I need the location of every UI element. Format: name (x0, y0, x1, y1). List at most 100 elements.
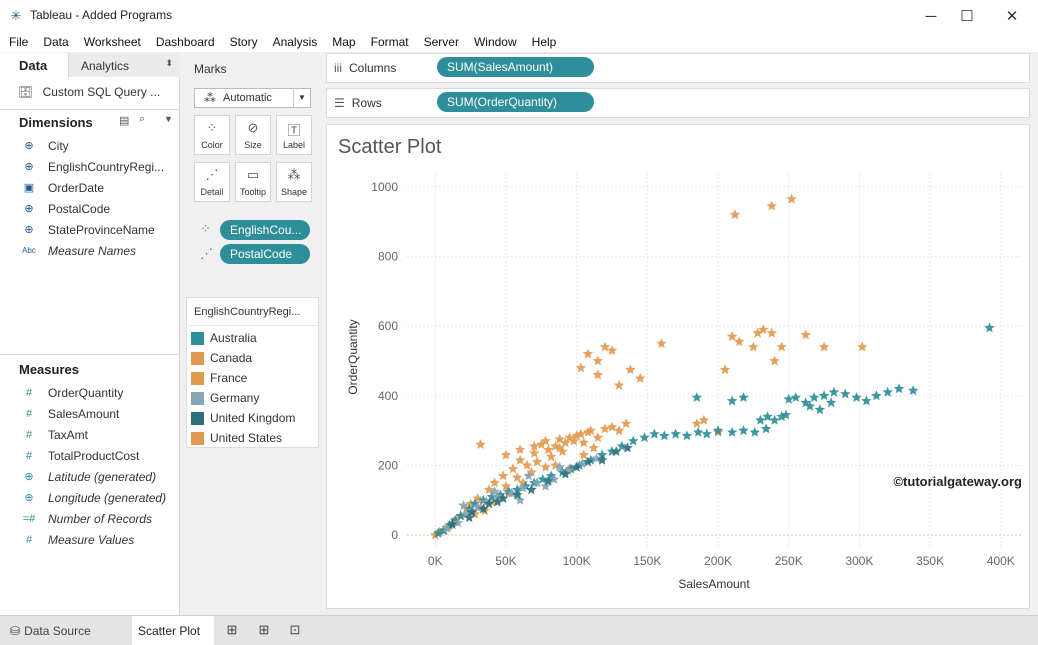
columns-pill[interactable]: SUM(SalesAmount) (437, 57, 594, 77)
data-point[interactable] (762, 411, 773, 422)
dimension-field[interactable]: ⊕ StateProvinceName (0, 219, 180, 240)
measure-field[interactable]: # OrderQuantity (0, 382, 180, 403)
data-point[interactable] (592, 432, 604, 442)
dimension-field[interactable]: ▣ OrderDate (0, 177, 180, 198)
data-point[interactable] (529, 440, 540, 451)
tooltip-button[interactable]: ▭ Tooltip (235, 162, 271, 202)
data-point[interactable] (639, 432, 650, 442)
data-point[interactable] (523, 470, 534, 481)
data-point[interactable] (734, 336, 745, 347)
data-point[interactable] (430, 529, 441, 540)
data-point[interactable] (818, 390, 830, 401)
data-point[interactable] (701, 428, 713, 439)
tab-menu-icon[interactable]: ⬍ (165, 58, 173, 68)
data-point[interactable] (698, 414, 710, 425)
data-point[interactable] (438, 525, 450, 536)
data-point[interactable] (776, 411, 787, 422)
tab-data-source[interactable]: ⛁ Data Source (0, 616, 128, 645)
data-point[interactable] (800, 329, 811, 340)
data-point[interactable] (613, 425, 625, 436)
data-point[interactable] (808, 392, 820, 402)
measure-field[interactable]: # Measure Values (0, 529, 180, 550)
data-point[interactable] (776, 341, 787, 352)
data-point[interactable] (540, 461, 551, 472)
menu-dashboard[interactable]: Dashboard (155, 35, 215, 49)
data-point[interactable] (571, 461, 582, 472)
menu-map[interactable]: Map (332, 35, 356, 49)
menu-file[interactable]: File (9, 35, 29, 49)
menu-data[interactable]: Data (43, 35, 69, 49)
data-point[interactable] (726, 331, 738, 342)
dimension-field[interactable]: ⊕ PostalCode (0, 198, 180, 219)
menu-window[interactable]: Window (473, 35, 517, 49)
data-point[interactable] (575, 428, 587, 439)
data-point[interactable] (851, 392, 862, 402)
close-button[interactable]: ✕ (1005, 8, 1019, 25)
data-point[interactable] (726, 395, 738, 406)
data-point[interactable] (804, 400, 816, 411)
data-point[interactable] (738, 425, 749, 436)
data-point[interactable] (464, 512, 475, 523)
new-story-icon[interactable]: ⊡ (289, 622, 301, 637)
data-point[interactable] (554, 433, 565, 444)
measure-field[interactable]: # TaxAmt (0, 424, 180, 445)
data-point[interactable] (659, 430, 670, 441)
measure-field[interactable]: ⊕ Longitude (generated) (0, 487, 180, 508)
data-point[interactable] (752, 327, 763, 338)
data-point[interactable] (622, 442, 633, 453)
maximize-button[interactable]: ☐ (960, 8, 974, 25)
data-point[interactable] (592, 369, 604, 380)
data-point[interactable] (571, 430, 582, 441)
data-point[interactable] (755, 414, 766, 425)
data-point[interactable] (800, 397, 811, 408)
data-point[interactable] (578, 437, 590, 448)
data-point[interactable] (766, 327, 778, 338)
data-point[interactable] (656, 338, 667, 348)
data-point[interactable] (719, 364, 731, 375)
data-point[interactable] (592, 355, 604, 366)
measure-field[interactable]: =# Number of Records (0, 508, 180, 529)
data-point[interactable] (514, 454, 526, 465)
size-button[interactable]: ⊘ Size (235, 115, 271, 155)
rows-pill[interactable]: SUM(OrderQuantity) (437, 92, 594, 112)
data-point[interactable] (857, 341, 868, 352)
data-point[interactable] (635, 372, 646, 383)
data-point[interactable] (432, 527, 444, 538)
color-pill[interactable]: EnglishCou... (220, 220, 310, 240)
shape-button[interactable]: ⁂ Shape (276, 162, 312, 202)
data-point[interactable] (560, 468, 571, 479)
data-point[interactable] (681, 430, 693, 441)
data-point[interactable] (568, 435, 580, 446)
data-point[interactable] (475, 439, 486, 449)
data-point[interactable] (783, 393, 795, 404)
legend-item[interactable]: Canada (187, 348, 318, 368)
data-point[interactable] (599, 341, 611, 352)
data-point[interactable] (818, 341, 830, 352)
legend-item[interactable]: Germany (187, 388, 318, 408)
data-point[interactable] (984, 322, 995, 333)
data-point[interactable] (786, 193, 797, 204)
data-point[interactable] (536, 439, 547, 449)
legend-item[interactable]: France (187, 368, 318, 388)
data-point[interactable] (649, 428, 660, 439)
data-point[interactable] (548, 473, 560, 484)
data-point[interactable] (543, 444, 554, 455)
data-point[interactable] (582, 348, 594, 359)
data-point[interactable] (726, 426, 738, 437)
legend-item[interactable]: Australia (187, 328, 318, 348)
data-point[interactable] (492, 491, 503, 502)
data-point[interactable] (560, 437, 571, 448)
data-point[interactable] (748, 341, 759, 352)
color-button[interactable]: ⁘ Color (194, 115, 230, 155)
measure-field[interactable]: ⊕ Latitude (generated) (0, 466, 180, 487)
dimension-field[interactable]: ⊕ City (0, 135, 180, 156)
data-point[interactable] (441, 522, 452, 533)
data-point[interactable] (620, 418, 632, 429)
dimension-field[interactable]: Abc Measure Names (0, 240, 180, 261)
data-point[interactable] (670, 428, 681, 439)
data-point[interactable] (447, 519, 458, 530)
data-point[interactable] (578, 449, 590, 460)
data-point[interactable] (769, 414, 780, 425)
detail-pill[interactable]: PostalCode (220, 244, 310, 264)
data-point[interactable] (526, 484, 537, 495)
